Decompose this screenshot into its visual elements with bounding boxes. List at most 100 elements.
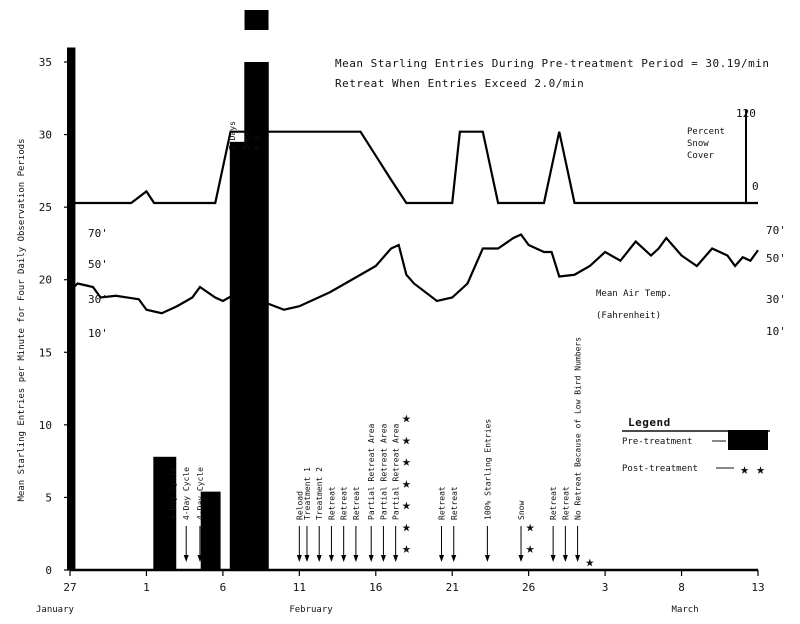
annotation-arrow-head: [393, 555, 399, 562]
annotation-arrow-head: [484, 555, 490, 562]
snow-cover-tick-120: 120: [736, 107, 756, 120]
temp-label-1: Mean Air Temp.: [596, 289, 672, 299]
x-tick-label: 1: [143, 581, 150, 594]
pretreatment-bar: [229, 141, 247, 571]
x-tick-label: 13: [751, 581, 764, 594]
post-treatment-star: ★: [402, 430, 411, 448]
temp-tick-left-10: 10': [88, 327, 108, 340]
x-tick-label: 16: [369, 581, 382, 594]
annotation-arrow-head: [296, 555, 302, 562]
annotation-label: No Retreat Because of Low Bird Numbers: [574, 337, 583, 520]
post-treatment-star: ★: [402, 409, 411, 427]
annotation-label: 4-Day Cycle: [168, 467, 177, 520]
x-tick-label: 6: [220, 581, 227, 594]
annotation-label: Treatment 1: [303, 467, 312, 520]
annotation-arrow-head: [341, 555, 347, 562]
snow-cover-line: [70, 130, 758, 205]
snow-cover-label-3: Cover: [687, 151, 715, 161]
annotation-arrow-head: [550, 555, 556, 562]
temp-label-2: (Fahrenheit): [596, 311, 661, 321]
post-treatment-star: ★: [585, 552, 594, 570]
pretreatment-bar: [244, 62, 269, 570]
y-tick-label: 10: [39, 419, 52, 432]
annotation-label: Retreat: [340, 486, 349, 520]
x-tick-label: 21: [446, 581, 459, 594]
annotation-arrow-head: [197, 555, 203, 562]
annotation-label: 100% Starling Entries: [483, 419, 492, 520]
annotation-arrow-head: [518, 555, 524, 562]
annotation-label: Retreat: [352, 486, 361, 520]
annotation-arrow-head: [183, 555, 189, 562]
x-tick-label: 11: [293, 581, 306, 594]
bar-label: 4.6: [253, 135, 262, 150]
y-tick-label: 25: [39, 201, 52, 214]
pretreatment-bar: [200, 491, 221, 570]
annotation-label: Partial Retreat Area: [379, 423, 388, 520]
annotation-arrow-head: [451, 555, 457, 562]
snow-cover-tick-0: 0: [752, 180, 759, 193]
annotation-label: Partial Retreat Area: [392, 423, 401, 520]
y-tick-label: 15: [39, 346, 52, 359]
temperature-line: [69, 233, 759, 315]
pretreatment-bar: [153, 456, 177, 570]
bar-top-marker: [244, 10, 269, 30]
annotation-arrow-head: [575, 555, 581, 562]
snow-cover-label-2: Snow: [687, 139, 709, 149]
annotation-arrow-head: [380, 555, 386, 562]
snow-cover-label-1: Percent: [687, 127, 725, 137]
y-axis-label: Mean Starling Entries per Minute for Fou…: [17, 138, 27, 501]
annotation-label: 4-Day Cycle: [182, 467, 191, 520]
annotation-label: Retreat: [327, 486, 336, 520]
post-treatment-star: ★: [402, 452, 411, 470]
annotation-arrow-head: [562, 555, 568, 562]
post-treatment-star: ★: [402, 517, 411, 535]
annotation-arrow-head: [368, 555, 374, 562]
temp-tick-left-70: 70': [88, 227, 108, 240]
legend-title: Legend: [628, 416, 671, 429]
annotation-label: Reload: [295, 491, 304, 520]
annotation-arrow-head: [316, 555, 322, 562]
legend-star-1: ★: [740, 460, 749, 478]
y-tick-label: 20: [39, 274, 52, 287]
annotation-arrow-head: [169, 555, 175, 562]
post-treatment-star: ★: [402, 539, 411, 557]
bar-label: Snow: [242, 131, 251, 150]
annotation-label: Partial Retreat Area: [367, 423, 376, 520]
annotation-label: 4-Day Cycle: [196, 467, 205, 520]
legend-post-treatment-label: Post-treatment: [622, 464, 698, 474]
temp-tick-right-50: 50': [766, 252, 786, 265]
month-label: March: [672, 605, 699, 615]
legend-star-2: ★: [756, 460, 765, 478]
x-tick-label: 27: [63, 581, 76, 594]
annotation-label: Retreat: [450, 486, 459, 520]
chart-title-line-1: Mean Starling Entries During Pre-treatme…: [335, 57, 769, 70]
temp-tick-right-70: 70': [766, 224, 786, 237]
x-tick-label: 8: [678, 581, 685, 594]
bar-label: 7 Days: [228, 121, 237, 150]
x-tick-label: 3: [602, 581, 609, 594]
annotation-label: Retreat: [561, 486, 570, 520]
y-tick-label: 35: [39, 56, 52, 69]
x-tick-label: 26: [522, 581, 535, 594]
annotation-arrow-head: [353, 555, 359, 562]
y-tick-label: 0: [45, 564, 52, 577]
annotation-label: Snow: [517, 501, 526, 520]
annotation-label: Retreat: [549, 486, 558, 520]
chart-title-line-2: Retreat When Entries Exceed 2.0/min: [335, 77, 584, 90]
post-treatment-star: ★: [402, 496, 411, 514]
legend-pre-treatment-swatch: [728, 430, 768, 450]
annotation-label: Treatment 2: [315, 467, 324, 520]
legend: Legend Pre-treatment Post-treatment ★ ★: [622, 416, 770, 478]
temp-tick-right-10: 10': [766, 325, 786, 338]
post-treatment-star: ★: [526, 539, 535, 557]
annotation-label: Retreat: [438, 486, 447, 520]
post-treatment-star: ★: [526, 517, 535, 535]
month-label: February: [289, 605, 333, 615]
month-label: January: [36, 605, 75, 615]
annotation-arrow-head: [328, 555, 334, 562]
temp-tick-right-30: 30': [766, 293, 786, 306]
post-treatment-star: ★: [402, 474, 411, 492]
y-tick-label: 5: [45, 491, 52, 504]
annotation-arrow-head: [439, 555, 445, 562]
